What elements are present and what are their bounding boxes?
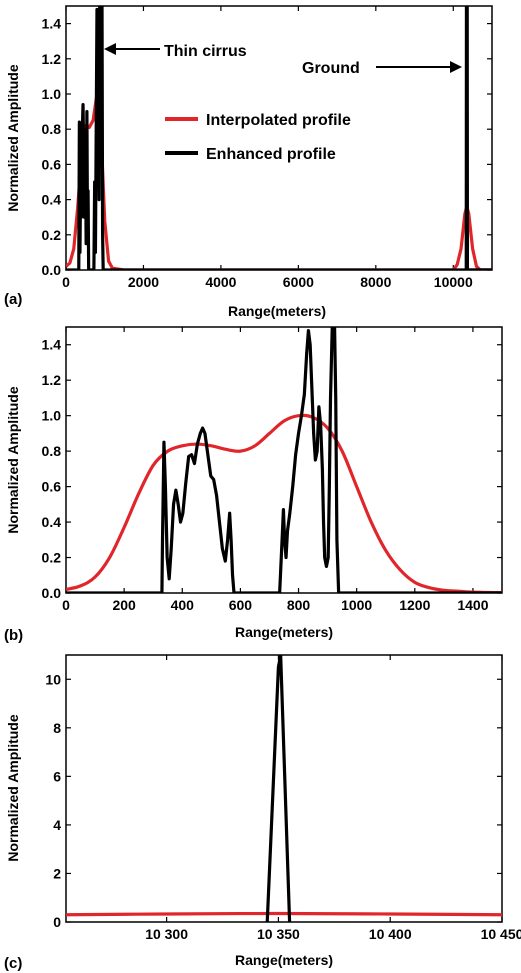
y-tick-label: 1.0	[42, 86, 62, 102]
x-axis-label-c: Range(meters)	[235, 952, 333, 968]
arrowhead-ground	[450, 61, 462, 73]
legend: Interpolated profile Enhanced profile	[165, 112, 351, 163]
y-tick-label: 1.2	[42, 51, 62, 67]
y-tick-label: 1.4	[42, 337, 62, 353]
annotation-text-thin-cirrus: Thin cirrus	[164, 43, 247, 60]
x-tick-label: 10 450	[481, 926, 521, 942]
y-tick-label: 0.0	[42, 262, 62, 278]
x-tick-label: 10 300	[145, 926, 188, 942]
x-axis-label-b: Range(meters)	[235, 624, 333, 640]
y-tick-label: 0.6	[42, 479, 62, 495]
y-axis-label-b: Normalized Amplitude	[5, 386, 21, 533]
series-a	[66, 6, 492, 270]
x-tick-label: 800	[287, 597, 311, 613]
y-tick-label: 2	[53, 865, 61, 881]
plot-frame-b	[65, 326, 503, 594]
y-tick-label: 10	[45, 671, 61, 687]
y-tick-label: 4	[53, 817, 61, 833]
enhanced-profile-line	[66, 327, 502, 593]
y-tick-label: 0.2	[42, 550, 62, 566]
enhanced-profile-line	[66, 6, 492, 270]
x-tick-label: 10 400	[369, 926, 412, 942]
x-tick-label: 4000	[205, 274, 236, 290]
x-tick-label: 6000	[283, 274, 314, 290]
x-tick-label: 0	[62, 274, 70, 290]
enhanced-profile-line	[464, 6, 492, 270]
annotation-thin-cirrus: Thin cirrus	[104, 43, 247, 60]
y-tick-label: 6	[53, 768, 61, 784]
legend-label-enhanced: Enhanced profile	[206, 146, 336, 163]
y-tick-label: 0.8	[42, 121, 62, 137]
panel-label-a: (a)	[4, 291, 22, 308]
ticks-a: 0 2000 4000 6000 8000 10000 0.0 0.2 0.4 0.6 0.8 1.0…	[42, 6, 492, 290]
x-tick-label: 8000	[360, 274, 391, 290]
y-tick-label: 0.6	[42, 156, 62, 172]
series-c	[66, 655, 502, 922]
y-tick-label: 0.4	[42, 192, 62, 208]
x-tick-label: 1000	[341, 597, 372, 613]
x-tick-label: 10 350	[257, 926, 300, 942]
panel-label-c: (c)	[4, 955, 22, 972]
y-tick-label: 0.2	[42, 227, 62, 243]
x-tick-label: 1200	[399, 597, 430, 613]
y-tick-label: 1.2	[42, 372, 62, 388]
panel-a: 0 2000 4000 6000 8000 10000 0.0 0.2 0.4 0.6 0.8 1.0…	[4, 5, 493, 319]
legend-label-interpolated: Interpolated profile	[206, 112, 351, 129]
interpolated-profile-line	[66, 911, 502, 917]
y-tick-label: 1.4	[42, 16, 62, 32]
y-tick-label: 0.0	[42, 585, 62, 601]
x-tick-label: 200	[112, 597, 136, 613]
annotation-text-ground: Ground	[302, 60, 360, 77]
series-b	[66, 327, 502, 593]
x-tick-label: 2000	[128, 274, 159, 290]
enhanced-profile-line	[265, 655, 292, 922]
y-axis-label-c: Normalized Amplitude	[5, 714, 21, 861]
x-tick-label: 0	[62, 597, 70, 613]
x-tick-label: 600	[229, 597, 253, 613]
y-tick-label: 0	[53, 914, 61, 930]
panel-label-b: (b)	[4, 627, 23, 644]
y-tick-label: 8	[53, 720, 61, 736]
y-axis-label-a: Normalized Amplitude	[5, 64, 21, 211]
y-tick-label: 0.8	[42, 443, 62, 459]
interpolated-profile-line	[66, 413, 502, 593]
x-tick-label: 10000	[434, 274, 473, 290]
panel-c: 10 300 10 350 10 400 10 450 0 2 4 6 8 10 Range(me…	[4, 654, 521, 972]
x-axis-label-a: Range(meters)	[228, 303, 326, 319]
y-tick-label: 0.4	[42, 514, 62, 530]
annotation-ground: Ground	[302, 60, 462, 77]
y-tick-label: 1.0	[42, 408, 62, 424]
panel-b: 0 200 400 600 800 1000 1200 1400 0.0 0.2 0.4 0.6 0.8…	[4, 326, 503, 644]
x-tick-label: 1400	[457, 597, 488, 613]
plot-frame-a	[65, 5, 493, 271]
arrowhead-thin-cirrus	[104, 43, 116, 55]
plot-frame-c	[65, 654, 503, 923]
ticks-b: 0 200 400 600 800 1000 1200 1400 0.0 0.2 0.4 0.6 0.8…	[42, 327, 502, 613]
ticks-c: 10 300 10 350 10 400 10 450 0 2 4 6 8 10	[45, 655, 521, 942]
x-tick-label: 400	[171, 597, 195, 613]
